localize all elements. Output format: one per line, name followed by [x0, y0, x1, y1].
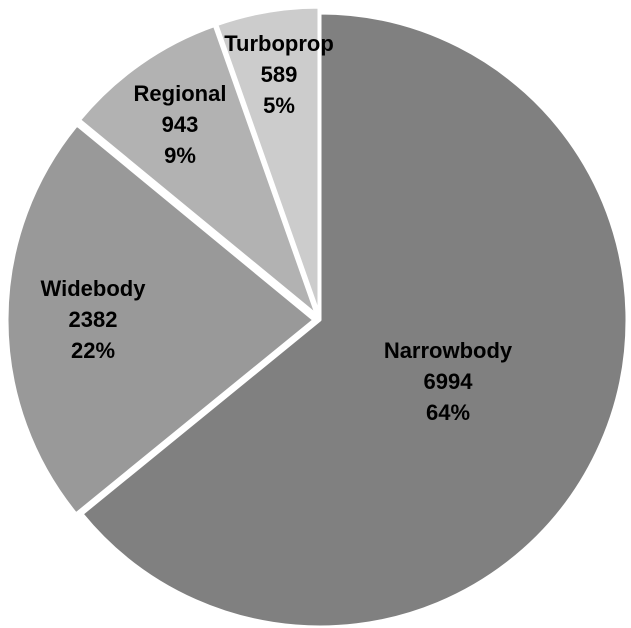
- slice-percent-label: 22%: [71, 338, 115, 363]
- pie-slice-turboprop: [215, 5, 321, 316]
- pie-slice-narrowbody: [80, 11, 629, 628]
- slice-name-label: Narrowbody: [384, 338, 513, 363]
- slice-label-regional: Regional 943 9%: [134, 81, 227, 168]
- pie-slice-widebody: [5, 123, 316, 516]
- slice-name-label: Widebody: [41, 276, 147, 301]
- slice-name-label: Turboprop: [224, 31, 334, 56]
- slice-label-turboprop: Turboprop 589 5%: [224, 31, 334, 118]
- slice-label-widebody: Widebody 2382 22%: [41, 276, 147, 363]
- slice-label-narrowbody: Narrowbody 6994 64%: [384, 338, 513, 425]
- slice-value-label: 6994: [424, 369, 474, 394]
- slice-value-label: 589: [261, 62, 298, 87]
- slice-name-label: Regional: [134, 81, 227, 106]
- slice-percent-label: 5%: [263, 93, 295, 118]
- slice-value-label: 2382: [69, 307, 118, 332]
- slice-percent-label: 64%: [426, 400, 470, 425]
- slice-value-label: 943: [162, 112, 199, 137]
- pie-slice-regional: [77, 24, 319, 317]
- slice-percent-label: 9%: [164, 143, 196, 168]
